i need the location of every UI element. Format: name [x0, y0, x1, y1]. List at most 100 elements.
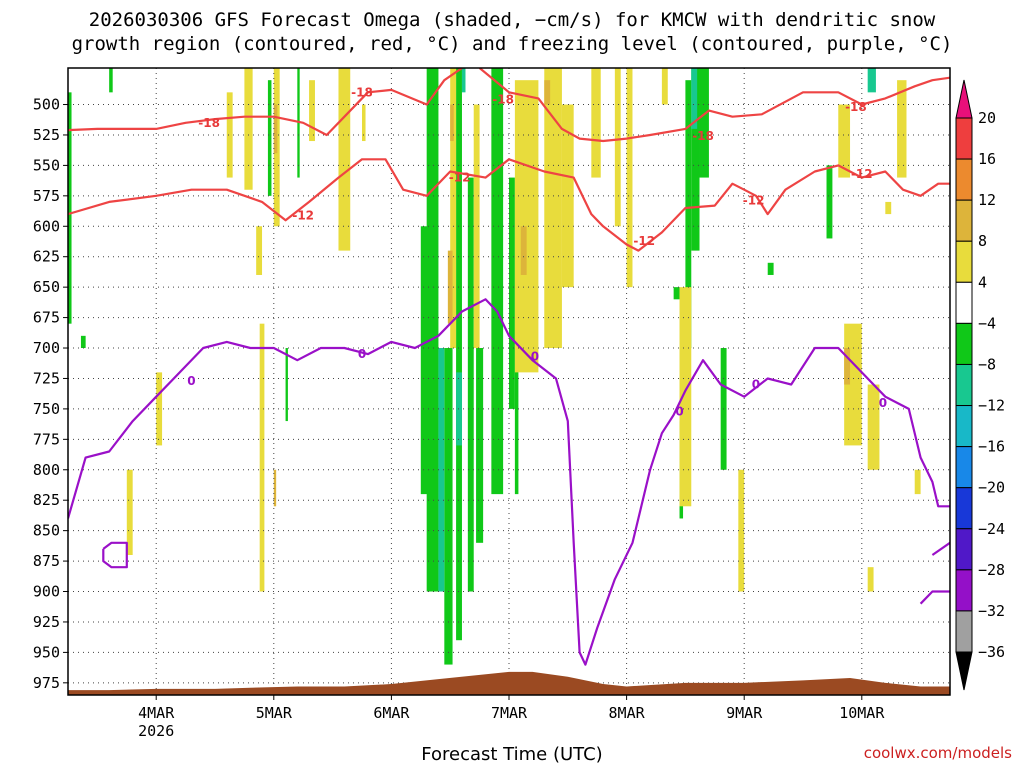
- contour-label: -12: [851, 167, 873, 181]
- contour-label: 0: [187, 374, 195, 388]
- omega-shade-cell: [476, 348, 484, 543]
- omega-shade-cell: [309, 80, 315, 142]
- contour-dgz-line: [68, 158, 950, 252]
- chart-title-line-2: growth region (contoured, red, °C) and f…: [71, 33, 953, 55]
- omega-shade-cell: [738, 469, 745, 592]
- y-tick-label: 775: [33, 430, 60, 448]
- colorbar-level-label: 12: [978, 191, 996, 209]
- omega-shade-cell: [491, 68, 504, 495]
- colorbar: 20 16 12 8 4 −4 −8 −12 −16 −20 −24 −28 −32 −36: [955, 79, 1005, 691]
- omega-shade-cell: [767, 262, 774, 275]
- y-axis: 500 525 550 575 600 625 650 675 700 725 750 775 800 8…: [33, 96, 68, 692]
- contour-freezing-level-line: [931, 541, 950, 556]
- contour-label: -12: [743, 194, 765, 208]
- x-tick-label: 7MAR: [491, 704, 528, 722]
- y-tick-label: 650: [33, 278, 60, 296]
- y-tick-label: 800: [33, 461, 60, 479]
- omega-shade-cell: [885, 201, 892, 215]
- omega-shade-cell: [844, 348, 851, 385]
- omega-shade-cell: [614, 68, 621, 227]
- contour-label: -18: [845, 100, 867, 114]
- omega-shading: [68, 68, 921, 665]
- colorbar-top-arrow: [955, 79, 973, 119]
- contour-label: -12: [633, 234, 655, 248]
- omega-shade-cell: [285, 348, 288, 422]
- omega-shade-cell: [226, 92, 233, 178]
- x-tick-label: 5MAR: [256, 704, 293, 722]
- y-tick-label: 525: [33, 126, 60, 144]
- contour-freezing-level-line: [919, 590, 950, 605]
- contour-label: 0: [531, 350, 539, 364]
- omega-shade-cell: [826, 165, 833, 239]
- credit-link[interactable]: coolwx.com/models: [863, 744, 1012, 762]
- contour-labels: -18 -18 -18 -18 -18 -12 -12 -12 -12 -12 0 0 0 0 0 0: [187, 85, 887, 418]
- omega-shade-cell: [661, 68, 668, 105]
- omega-shade-cell: [844, 323, 862, 446]
- omega-shade-cell: [450, 104, 454, 142]
- colorbar-band: [955, 610, 973, 653]
- contour-label: -12: [449, 171, 471, 185]
- omega-shade-cell: [867, 567, 874, 592]
- omega-shade-cell: [544, 80, 551, 105]
- contour-label: 0: [752, 378, 760, 392]
- omega-shade-cell: [126, 469, 133, 555]
- contour-label: -18: [692, 129, 714, 143]
- y-tick-label: 500: [33, 96, 60, 114]
- y-tick-label: 725: [33, 369, 60, 387]
- x-tick-label: 4MAR: [138, 704, 175, 722]
- ground-fill: [68, 671, 950, 695]
- colorbar-level-label: 4: [978, 273, 987, 291]
- contour-label: -18: [351, 85, 373, 99]
- y-tick-label: 975: [33, 674, 60, 692]
- y-tick-label: 950: [33, 643, 60, 661]
- x-tick-label: 10MAR: [839, 704, 885, 722]
- colorbar-band: [955, 528, 973, 571]
- omega-shade-cell: [591, 68, 601, 178]
- omega-shade-cell: [244, 68, 253, 190]
- colorbar-bottom-arrow: [955, 651, 973, 691]
- contour-label: -18: [198, 116, 220, 130]
- omega-shade-cell: [338, 68, 351, 251]
- x-tick-label: 6MAR: [373, 704, 410, 722]
- colorbar-band: [955, 487, 973, 530]
- omega-shade-cell: [256, 226, 263, 275]
- colorbar-level-label: 16: [978, 150, 996, 168]
- omega-shade-cell: [679, 287, 692, 507]
- omega-shade-cell: [473, 104, 480, 349]
- omega-shade-cell: [267, 80, 272, 196]
- x-tick-label: 8MAR: [609, 704, 646, 722]
- omega-shade-cell: [520, 226, 527, 275]
- y-tick-label: 575: [33, 187, 60, 205]
- omega-shade-cell: [561, 104, 574, 288]
- y-tick-label: 675: [33, 309, 60, 327]
- colorbar-band: [955, 363, 973, 407]
- colorbar-band: [955, 199, 973, 242]
- colorbar-band: [955, 158, 973, 201]
- y-tick-label: 625: [33, 248, 60, 266]
- y-tick-label: 550: [33, 156, 60, 174]
- omega-shade-cell: [626, 68, 633, 288]
- omega-shade-cell: [509, 177, 515, 409]
- omega-shade-cell: [450, 68, 457, 349]
- omega-shade-cell: [897, 80, 907, 178]
- omega-shade-cell: [699, 68, 709, 178]
- omega-shade-cell: [456, 372, 462, 446]
- x-tick-sublabel: 2026: [138, 722, 174, 740]
- omega-shade-cell: [673, 287, 680, 300]
- colorbar-band: [955, 117, 973, 160]
- y-tick-label: 900: [33, 583, 60, 601]
- y-tick-label: 825: [33, 491, 60, 509]
- contour-dgz-line: [478, 68, 950, 143]
- colorbar-band: [955, 281, 973, 324]
- omega-shade-cell: [109, 68, 113, 93]
- omega-shade-cell: [691, 68, 700, 251]
- omega-shade-cell: [259, 323, 265, 592]
- omega-shade-cell: [691, 68, 698, 129]
- contour-lines: [68, 68, 950, 666]
- contour-freezing-level-line: [68, 298, 950, 666]
- colorbar-band: [955, 240, 973, 283]
- omega-shade-cell: [444, 348, 453, 665]
- contour-label: 0: [879, 396, 887, 410]
- chart-title-line-1: 2026030306 GFS Forecast Omega (shaded, −…: [88, 9, 936, 31]
